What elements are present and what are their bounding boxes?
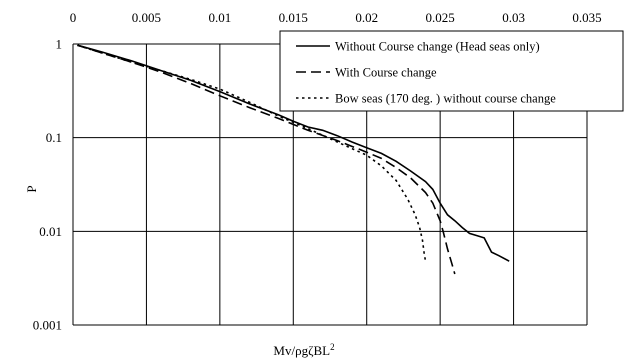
series-lines bbox=[77, 44, 510, 275]
x-tick-label: 0.025 bbox=[426, 10, 455, 25]
x-tick-label: 0.02 bbox=[355, 10, 378, 25]
series-line-dashed bbox=[77, 44, 456, 275]
x-tick-label: 0.01 bbox=[208, 10, 231, 25]
legend-label: Without Course change (Head seas only) bbox=[335, 40, 540, 54]
y-axis-label: P bbox=[24, 185, 39, 192]
series-line-dotted bbox=[77, 44, 427, 262]
x-tick-label: 0.03 bbox=[502, 10, 525, 25]
y-tick-label: 1 bbox=[56, 37, 63, 52]
legend-label: Bow seas (170 deg. ) without course chan… bbox=[335, 92, 556, 106]
x-axis-label: Mv/ρgζBL2 bbox=[273, 342, 334, 358]
legend-label: With Course change bbox=[335, 66, 437, 80]
series-line-solid bbox=[77, 44, 510, 262]
x-tick-label: 0.005 bbox=[132, 10, 161, 25]
legend-box bbox=[279, 30, 624, 112]
x-tick-label: 0.035 bbox=[572, 10, 601, 25]
y-tick-labels: 1 0.1 0.01 0.001 bbox=[33, 37, 62, 333]
y-tick-label: 0.1 bbox=[46, 130, 62, 145]
x-axis-label-sup: 2 bbox=[330, 342, 335, 352]
x-tick-label: 0.015 bbox=[279, 10, 308, 25]
y-tick-label: 0.01 bbox=[39, 224, 62, 239]
y-tick-label: 0.001 bbox=[33, 318, 62, 333]
legend: Without Course change (Head seas only) Wi… bbox=[279, 30, 624, 112]
x-tick-label: 0 bbox=[70, 10, 77, 25]
x-tick-labels: 0 0.005 0.01 0.015 0.02 0.025 0.03 0.035 bbox=[70, 10, 602, 25]
x-axis-label-main: Mv/ρgζBL bbox=[273, 343, 330, 358]
